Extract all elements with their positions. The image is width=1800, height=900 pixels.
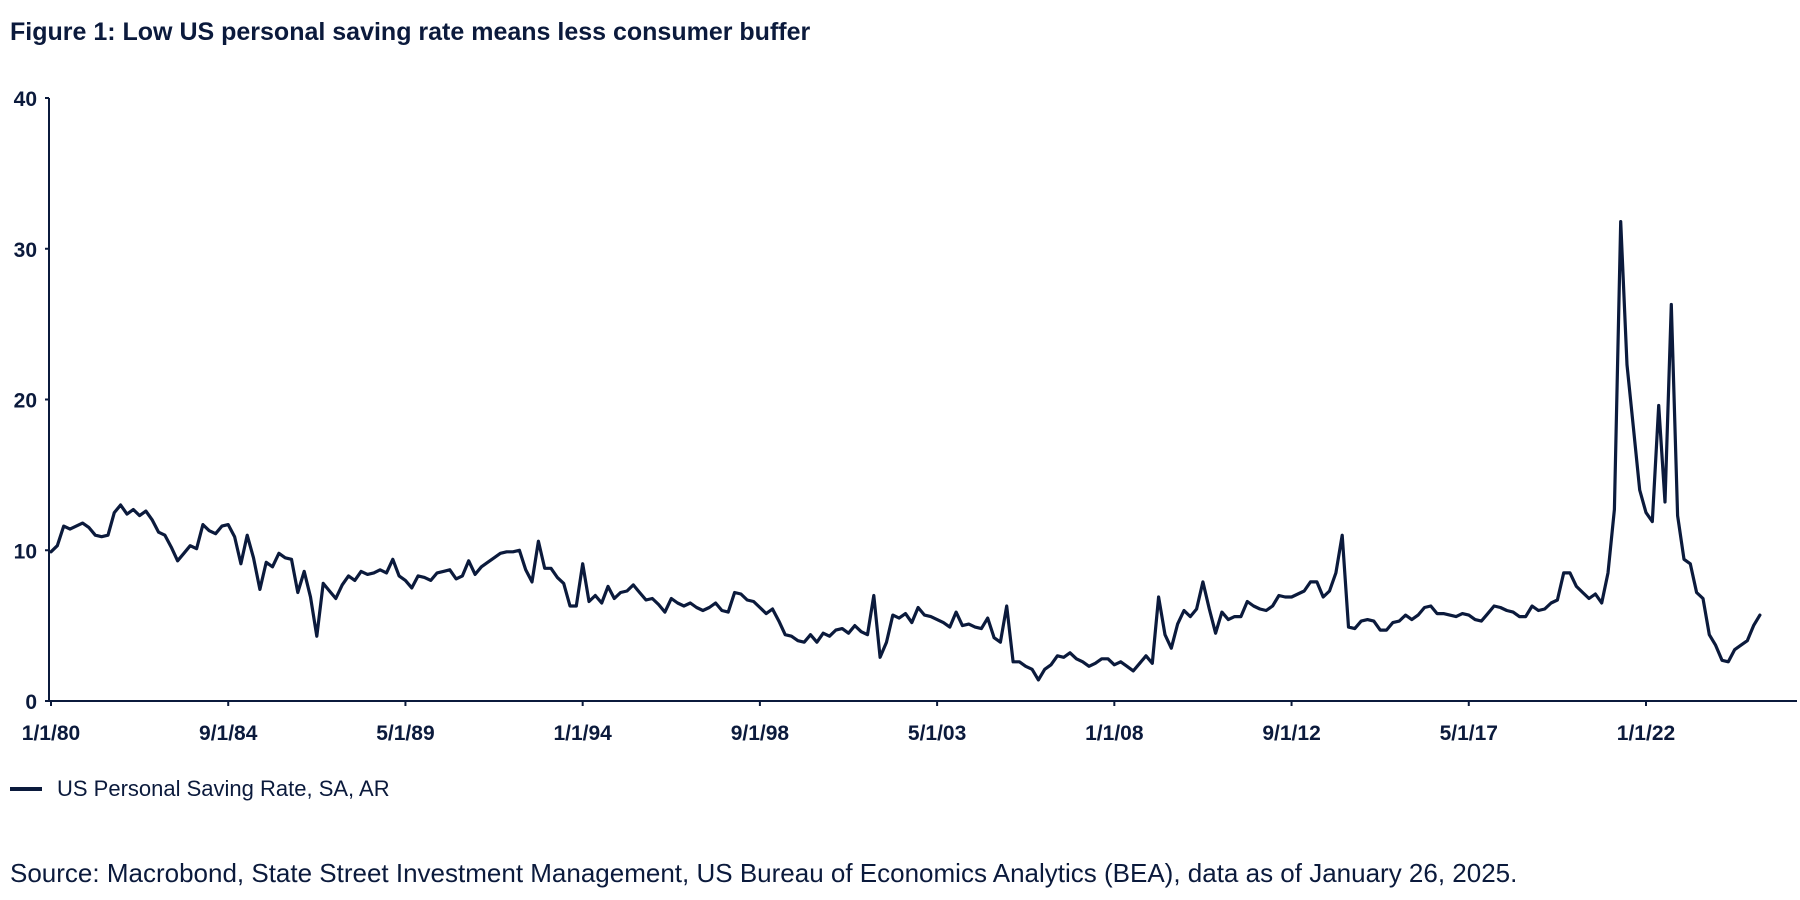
x-tick-label: 5/1/17	[1440, 722, 1498, 745]
y-tick-label: 10	[14, 540, 37, 563]
legend-label: US Personal Saving Rate, SA, AR	[57, 776, 390, 801]
y-tick-label: 30	[14, 239, 37, 262]
x-tick-label: 1/1/08	[1085, 722, 1144, 745]
x-tick-label: 1/1/80	[22, 722, 80, 745]
y-tick-label: 40	[14, 88, 37, 111]
x-tick-label: 9/1/12	[1262, 722, 1320, 745]
x-tick-label: 1/1/94	[553, 722, 612, 745]
chart-title: Figure 1: Low US personal saving rate me…	[10, 18, 811, 46]
x-tick-label: 9/1/98	[731, 722, 790, 745]
series-group	[49, 220, 1762, 682]
x-tick-label: 1/1/22	[1617, 722, 1675, 745]
legend: US Personal Saving Rate, SA, AR	[10, 776, 390, 802]
y-axis: 0 10 20 30 40	[14, 88, 50, 714]
y-tick-label: 0	[25, 691, 37, 714]
series-line-saving-rate	[49, 220, 1762, 682]
x-tick-label: 9/1/84	[199, 722, 258, 745]
x-axis: 1/1/80 9/1/84 5/1/89 1/1/94 9/1/98 5/1/03 1/1/…	[22, 700, 1797, 745]
source-note: Source: Macrobond, State Street Investme…	[10, 858, 1518, 888]
y-tick-label: 20	[14, 390, 37, 413]
legend-line-swatch	[10, 787, 42, 791]
line-chart: 0 10 20 30 40 1/1/80 9/1/84 5/1/89 1/1/94 9/1/98…	[14, 88, 1797, 745]
x-tick-label: 5/1/03	[908, 722, 966, 745]
x-tick-label: 5/1/89	[376, 722, 434, 745]
